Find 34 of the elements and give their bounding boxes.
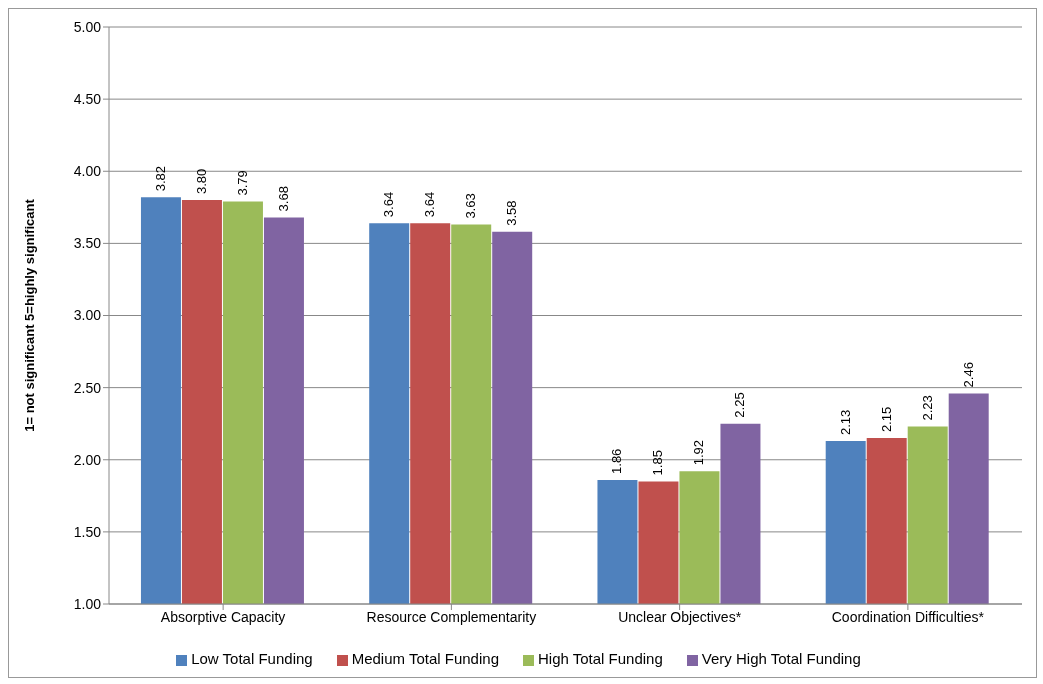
data-label: 3.68 xyxy=(275,186,291,212)
y-axis-title: 1= not significant 5=highly significant xyxy=(21,198,37,432)
x-tick-label: Coordination Difficulties* xyxy=(831,608,985,625)
data-label: 3.58 xyxy=(504,200,520,226)
y-tick-label: 2.00 xyxy=(73,451,102,468)
legend-label: Very High Total Funding xyxy=(701,650,861,667)
x-tick-label: Resource Complementarity xyxy=(366,608,537,625)
y-tick-label: 2.50 xyxy=(73,379,102,396)
data-label: 2.23 xyxy=(919,395,935,421)
data-label: 2.13 xyxy=(837,409,853,435)
data-label: 2.46 xyxy=(960,362,976,388)
legend-label: Medium Total Funding xyxy=(351,650,499,667)
y-tick-label: 4.00 xyxy=(73,163,102,180)
data-label: 1.92 xyxy=(691,439,707,466)
legend-label: Low Total Funding xyxy=(191,650,313,667)
data-label: 3.63 xyxy=(463,193,479,219)
data-label: 3.79 xyxy=(234,170,250,196)
data-label: 3.80 xyxy=(193,168,209,195)
y-tick-label: 1.00 xyxy=(73,595,102,612)
x-tick-label: Absorptive Capacity xyxy=(160,608,286,625)
data-label: 2.15 xyxy=(878,406,894,433)
y-tick-label: 3.50 xyxy=(73,235,102,252)
data-label: 3.82 xyxy=(152,165,168,192)
data-label: 1.85 xyxy=(650,450,666,476)
x-tick-label: Unclear Objectives* xyxy=(618,608,742,625)
data-label: 2.25 xyxy=(732,392,748,418)
y-tick-label: 1.50 xyxy=(73,523,102,540)
data-label: 3.64 xyxy=(422,191,438,218)
data-label: 3.64 xyxy=(381,191,397,218)
y-tick-label: 3.00 xyxy=(73,307,102,324)
y-tick-label: 5.00 xyxy=(73,18,102,35)
legend-label: High Total Funding xyxy=(537,650,663,667)
y-tick-label: 4.50 xyxy=(73,91,102,108)
data-label: 1.86 xyxy=(609,448,625,474)
